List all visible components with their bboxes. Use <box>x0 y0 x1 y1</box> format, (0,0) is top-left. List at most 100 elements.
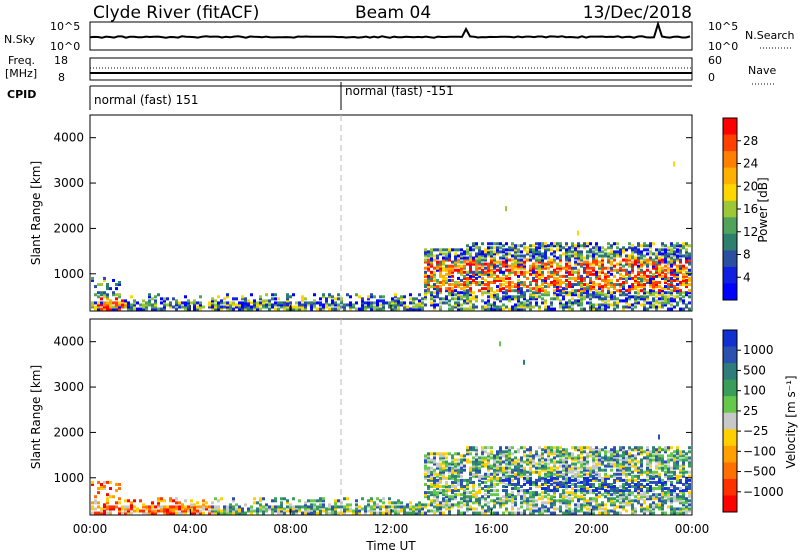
echo-cell <box>361 299 364 303</box>
echo-cell <box>649 256 652 260</box>
echo-cell <box>496 242 499 246</box>
echo-cell <box>604 478 607 482</box>
echo-cell <box>355 293 358 297</box>
echo-cell <box>103 307 106 311</box>
echo-cell <box>301 297 304 301</box>
echo-cell <box>634 507 637 511</box>
echo-cell <box>130 303 133 307</box>
echo-cell <box>535 295 538 299</box>
echo-cell <box>436 281 439 285</box>
echo-cell <box>541 452 544 456</box>
echo-cell <box>529 503 532 507</box>
echo-cell <box>292 505 295 509</box>
echo-cell <box>583 283 586 287</box>
echo-cell <box>508 246 511 250</box>
echo-cell <box>610 450 613 454</box>
echo-cell <box>619 293 622 297</box>
echo-cell <box>472 295 475 299</box>
echo-cell <box>406 305 409 309</box>
echo-cell <box>565 480 568 484</box>
echo-cell <box>139 499 142 503</box>
echo-cell <box>337 293 340 297</box>
echo-cell <box>628 297 631 301</box>
echo-cell <box>634 474 637 478</box>
echo-cell <box>568 466 571 470</box>
echo-cell <box>400 295 403 299</box>
echo-cell <box>532 262 535 266</box>
echo-cell <box>475 305 478 309</box>
echo-cell <box>586 289 589 293</box>
echo-cell <box>154 295 157 299</box>
echo-cell <box>436 262 439 266</box>
x-tick-label: 16:00 <box>474 522 509 536</box>
echo-cell <box>511 295 514 299</box>
echo-cell <box>643 493 646 497</box>
echo-cell <box>457 478 460 482</box>
echo-cell <box>556 270 559 274</box>
echo-cell <box>556 482 559 486</box>
echo-cell <box>424 495 427 499</box>
echo-cell <box>109 495 112 499</box>
echo-cell <box>658 256 661 260</box>
echo-cell <box>604 303 607 307</box>
echo-cell <box>616 487 619 491</box>
echo-cell <box>634 287 637 291</box>
echo-cell <box>547 450 550 454</box>
echo-cell <box>610 487 613 491</box>
echo-cell <box>550 478 553 482</box>
echo-cell <box>253 497 256 501</box>
echo-cell <box>592 464 595 468</box>
echo-cell <box>682 246 685 250</box>
echo-cell <box>688 509 691 513</box>
echo-cell <box>646 262 649 266</box>
echo-cell <box>448 468 451 472</box>
echo-cell <box>460 268 463 272</box>
echo-cell <box>91 480 94 484</box>
echo-cell <box>535 278 538 282</box>
echo-cell <box>421 511 424 515</box>
echo-cell <box>319 509 322 513</box>
colorbar-swatch <box>723 118 737 136</box>
echo-cell <box>301 511 304 515</box>
echo-cell <box>682 482 685 486</box>
echo-cell <box>370 295 373 299</box>
colorbar-tick-label: 100 <box>743 384 766 398</box>
nsky-tick-top: 10^5 <box>50 20 80 33</box>
echo-cell <box>532 278 535 282</box>
echo-cell <box>547 276 550 280</box>
echo-cell <box>436 278 439 282</box>
echo-cell <box>388 511 391 515</box>
echo-cell <box>505 470 508 474</box>
echo-cell <box>490 476 493 480</box>
echo-cell <box>439 472 442 476</box>
echo-cell <box>526 462 529 466</box>
echo-cell <box>154 511 157 515</box>
echo-cell <box>202 505 205 509</box>
echo-cell <box>685 509 688 513</box>
echo-cell <box>331 301 334 305</box>
echo-cell <box>688 307 691 311</box>
echo-cell <box>652 297 655 301</box>
echo-cell <box>328 293 331 297</box>
echo-cell <box>424 511 427 515</box>
echo-cell <box>550 258 553 262</box>
echo-cell <box>370 497 373 501</box>
echo-cell <box>664 258 667 262</box>
echo-cell <box>319 503 322 507</box>
echo-cell <box>181 301 184 305</box>
echo-cell <box>682 470 685 474</box>
echo-cell <box>502 503 505 507</box>
echo-cell <box>499 299 502 303</box>
echo-cell <box>568 497 571 501</box>
echo-cell <box>553 293 556 297</box>
echo-cell <box>634 276 637 280</box>
colorbar-swatch <box>723 151 737 169</box>
echo-cell <box>598 485 601 489</box>
echo-cell <box>595 258 598 262</box>
echo-cell <box>145 301 148 305</box>
echo-cell <box>379 505 382 509</box>
echo-cell <box>625 493 628 497</box>
echo-cell <box>181 511 184 515</box>
echo-cell <box>439 291 442 295</box>
echo-cell <box>274 507 277 511</box>
